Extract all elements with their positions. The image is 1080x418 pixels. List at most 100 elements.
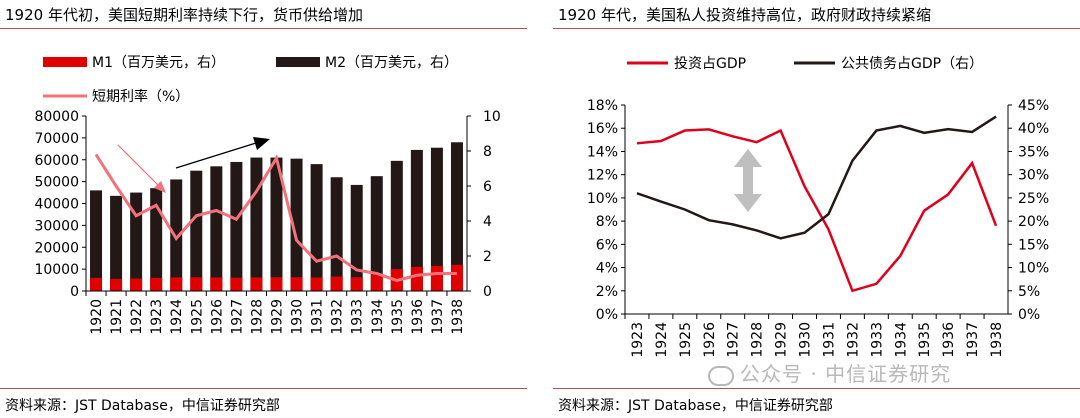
x-tick-label: 1924 [169, 299, 185, 335]
legend-label-m2: M2（百万美元，右） [325, 55, 458, 71]
left-y-tick-label: 14% [587, 144, 618, 160]
left-y-tick-label: 8% [596, 214, 618, 230]
bar-m1 [370, 274, 383, 291]
left-source-note: 资料来源：JST Database，中信证券研究部 [5, 398, 280, 414]
x-tick-label: 1923 [149, 299, 165, 335]
bar-m2 [390, 160, 403, 291]
bar-m1 [330, 276, 343, 291]
left-y-tick-label: 10% [587, 191, 618, 207]
left-y-tick-label: 16% [587, 121, 618, 137]
x-tick-label: 1930 [798, 322, 814, 358]
x-tick-label: 1930 [290, 299, 306, 335]
x-tick-label: 1921 [109, 299, 125, 335]
watermark: 公众号 · 中信证券研究 [708, 358, 951, 387]
x-tick-label: 1928 [750, 322, 766, 358]
x-tick-label: 1934 [893, 322, 909, 358]
right-y-tick-label: 10 [483, 109, 501, 125]
left-y-tick-label: 0% [596, 307, 618, 323]
wechat-icon [708, 365, 734, 386]
right-source-divider [553, 388, 1080, 389]
right-y-tick-label: 0 [483, 284, 492, 300]
left-title-divider [0, 28, 527, 29]
bar-m1 [250, 277, 263, 291]
bar-m2 [430, 147, 443, 291]
bar-m2 [250, 157, 263, 291]
line-investment-gdp [636, 128, 998, 293]
x-tick-label: 1929 [774, 322, 790, 358]
bar-m2 [210, 166, 223, 291]
bar-m2 [290, 158, 303, 291]
legend-label-public-debt: 公共债务占GDP（右） [841, 56, 983, 72]
left-y-tick-label: 80000 [34, 109, 79, 125]
x-tick-label: 1922 [129, 299, 145, 335]
bar-m2 [370, 176, 383, 291]
left-chart-title: 1920 年代初，美国短期利率持续下行，货币供给增加 [5, 6, 363, 24]
x-tick-label: 1937 [430, 299, 446, 335]
right-y-tick-label: 8 [483, 144, 492, 160]
bar-m2 [270, 157, 283, 291]
left-y-tick-label: 70000 [34, 131, 79, 147]
legend-swatch-m2 [276, 57, 320, 67]
bar-m1 [270, 277, 283, 291]
left-source-divider [0, 388, 527, 389]
bar-m1 [450, 264, 463, 291]
x-tick-label: 1934 [370, 299, 386, 335]
bar-m2 [350, 184, 363, 291]
left-y-tick-label: 30000 [34, 218, 79, 234]
x-tick-label: 1932 [845, 322, 861, 358]
bar-m1 [410, 266, 423, 291]
right-y-tick-label: 15% [1018, 237, 1049, 253]
bar-m1 [230, 277, 243, 291]
legend-label-rate: 短期利率（%） [92, 88, 189, 105]
x-tick-label: 1928 [249, 299, 265, 335]
gap-double-arrow [734, 149, 762, 212]
bar-m1 [150, 277, 163, 291]
bar-m1 [210, 277, 223, 291]
x-tick-label: 1926 [702, 322, 718, 358]
bar-m1 [90, 277, 103, 291]
bar-m1 [190, 277, 203, 291]
right-y-tick-label: 2 [483, 249, 492, 265]
bar-m2 [110, 195, 123, 291]
bar-m2 [170, 179, 183, 291]
left-y-tick-label: 50000 [34, 175, 79, 191]
legend-label-investment: 投资占GDP [674, 56, 746, 72]
right-title-divider [553, 28, 1080, 29]
bar-m1 [130, 278, 143, 291]
left-y-tick-label: 4% [596, 261, 618, 277]
x-tick-label: 1926 [209, 299, 225, 335]
left-y-tick-label: 40000 [34, 197, 79, 213]
legend-swatch-m1 [43, 57, 87, 67]
right-y-tick-label: 4 [483, 214, 492, 230]
left-y-tick-label: 12% [587, 168, 618, 184]
bar-m1 [110, 278, 123, 291]
bar-m1 [430, 265, 443, 291]
right-y-tick-label: 40% [1018, 121, 1049, 137]
left-chart: M1（百万美元，右） M2（百万美元，右） 短期利率（%） 0 10000 20000 30… [34, 55, 501, 335]
x-tick-label: 1923 [630, 322, 646, 358]
x-tick-label: 1927 [726, 322, 742, 358]
x-tick-label: 1927 [229, 299, 245, 335]
x-tick-label: 1929 [270, 299, 286, 335]
right-chart-title: 1920 年代，美国私人投资维持高位，政府财政持续紧缩 [558, 6, 931, 24]
left-chart-panel: 1920 年代初，美国短期利率持续下行，货币供给增加 M1（百万美元，右） M2（… [0, 0, 527, 418]
watermark-text: 公众号 · 中信证券研究 [740, 362, 952, 386]
x-tick-label: 1936 [941, 322, 957, 358]
right-y-tick-label: 10% [1018, 261, 1049, 277]
x-tick-label: 1925 [189, 299, 205, 335]
left-y-tick-label: 6% [596, 237, 618, 253]
bar-m1 [170, 277, 183, 291]
right-y-tick-label: 35% [1018, 144, 1049, 160]
x-tick-label: 1935 [390, 299, 406, 335]
right-y-tick-label: 30% [1018, 168, 1049, 184]
x-tick-label: 1935 [917, 322, 933, 358]
bar-m2 [310, 164, 323, 291]
x-tick-label: 1936 [410, 299, 426, 335]
bar-m1 [310, 277, 323, 291]
x-tick-label: 1925 [678, 322, 694, 358]
bar-m2 [330, 177, 343, 291]
x-tick-label: 1932 [330, 299, 346, 335]
bar-m1 [290, 277, 303, 291]
right-chart: 投资占GDP 公共债务占GDP（右） 0% 2% 4% 6% 8% 10% 12% 14% 16% 1… [587, 56, 1049, 358]
right-chart-panel: 1920 年代，美国私人投资维持高位，政府财政持续紧缩 投资占GDP 公共债务占G… [553, 0, 1080, 418]
